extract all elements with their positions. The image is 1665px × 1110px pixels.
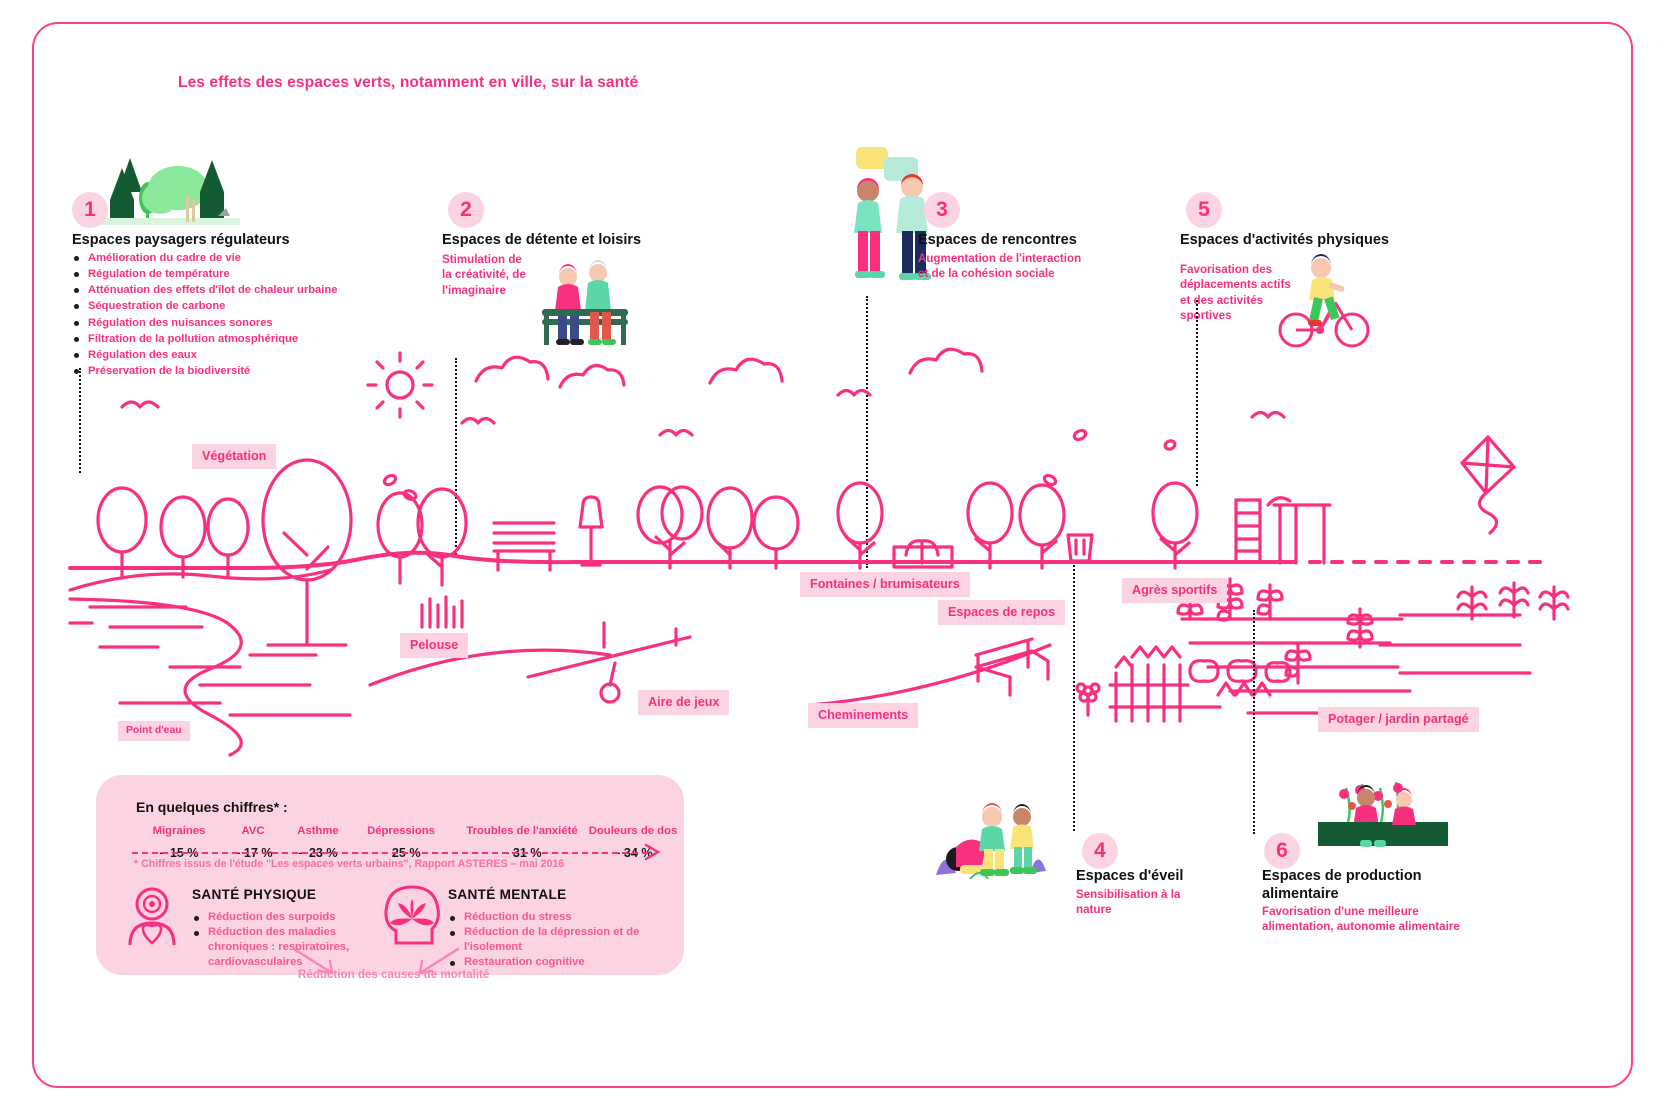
stat-label: Dépressions — [367, 825, 435, 837]
mental-health-bullets: Réduction du stress Réduction de la dépr… — [448, 910, 648, 970]
list-item: Régulation des eaux — [72, 347, 337, 363]
map-tag-vegetation[interactable]: Végétation — [192, 444, 277, 469]
stats-axis-line — [132, 852, 648, 854]
connector-line-5 — [1196, 300, 1198, 486]
map-tag-fontaines[interactable]: Fontaines / brumisateurs — [800, 572, 970, 597]
section-6-subtitle: Favorisation d'une meilleure alimentatio… — [1262, 905, 1460, 934]
connector-line-6 — [1253, 610, 1255, 834]
connector-line-4 — [1073, 565, 1075, 831]
list-item: Réduction du stress — [448, 910, 648, 925]
section-5-number: 5 — [1186, 192, 1222, 228]
map-tag-cheminements[interactable]: Cheminements — [808, 703, 919, 728]
two-people-talking-illustration — [840, 145, 950, 295]
stat-label: Troubles de l'anxiété — [466, 825, 578, 837]
arrow-down-left-icon — [418, 947, 460, 975]
children-nature-illustration — [930, 795, 1050, 885]
section-2-number: 2 — [448, 192, 484, 228]
section-1-number: 1 — [72, 192, 108, 228]
list-item: Préservation de la biodiversité — [72, 363, 337, 379]
stat-label: AVC — [241, 825, 265, 837]
stat-migraines: Migraines – 15 % — [132, 825, 226, 860]
mental-health-icon — [384, 885, 440, 945]
list-item: Régulation de température — [72, 266, 337, 282]
section-4-number: 4 — [1082, 833, 1118, 869]
page-border — [32, 22, 1633, 1088]
connector-line-1 — [79, 368, 81, 473]
physical-health-icon — [128, 887, 176, 946]
arrow-head-icon — [644, 843, 661, 861]
mental-health-heading: SANTÉ MENTALE — [448, 887, 567, 902]
section-3-number: 3 — [924, 192, 960, 228]
list-item: Réduction des maladies chroniques : resp… — [192, 925, 372, 970]
list-item: Atténuation des effets d'îlot de chaleur… — [72, 282, 337, 298]
stat-label: Asthme — [297, 825, 339, 837]
list-item: Régulation des nuisances sonores — [72, 315, 337, 331]
list-item: Séquestration de carbone — [72, 298, 337, 314]
section-3-title: Espaces de rencontres — [918, 232, 1077, 248]
stats-heading: En quelques chiffres* : — [136, 799, 288, 815]
bench-couple-illustration — [524, 255, 644, 350]
section-1-title: Espaces paysagers régulateurs — [72, 232, 290, 248]
list-item: Réduction de la dépression et de l'isole… — [448, 925, 648, 955]
section-2-subtitle: Stimulation de la créativité, de l'imagi… — [442, 253, 526, 297]
stat-label: Migraines — [152, 825, 206, 837]
physical-health-heading: SANTÉ PHYSIQUE — [192, 887, 317, 902]
physical-health-bullets: Réduction des surpoids Réduction des mal… — [192, 910, 372, 970]
section-1-bullets: Amélioration du cadre de vie Régulation … — [72, 250, 337, 379]
list-item: Restauration cognitive — [448, 955, 648, 970]
section-4-title: Espaces d'éveil — [1076, 868, 1184, 884]
stat-dos: Douleurs de dos – 34 % — [562, 825, 704, 860]
park-landscape-illustration — [68, 347, 1570, 757]
mortality-outcome-label: Réduction des causes de mortalité — [298, 968, 490, 981]
section-6-title: Espaces de production alimentaire — [1262, 868, 1422, 902]
section-5-title: Espaces d'activités physiques — [1180, 232, 1389, 248]
map-tag-aire-de-jeux[interactable]: Aire de jeux — [638, 690, 730, 715]
map-tag-potager[interactable]: Potager / jardin partagé — [1318, 707, 1479, 732]
connector-line-3 — [866, 296, 868, 568]
garden-people-illustration — [1318, 780, 1448, 850]
section-2-title: Espaces de détente et loisirs — [442, 232, 642, 248]
section-4-subtitle: Sensibilisation à la nature — [1076, 888, 1181, 917]
map-tag-agres-sportifs[interactable]: Agrès sportifs — [1122, 578, 1228, 603]
stat-avc: AVC – 17 % — [222, 825, 284, 860]
list-item: Réduction des surpoids — [192, 910, 372, 925]
map-tag-pelouse[interactable]: Pelouse — [400, 633, 469, 658]
stats-panel: En quelques chiffres* : Migraines – 15 %… — [96, 775, 684, 975]
connector-line-2 — [455, 358, 457, 558]
forest-illustration — [100, 140, 240, 225]
stats-footnote: * Chiffres issus de l'étude "Les espaces… — [134, 858, 565, 870]
section-3-subtitle: Augmentation de l'interaction et de la c… — [918, 252, 1082, 281]
list-item: Filtration de la pollution atmosphérique — [72, 331, 337, 347]
map-tag-point-deau[interactable]: Point d'eau — [118, 721, 190, 741]
page-title: Les effets des espaces verts, notamment … — [178, 74, 639, 91]
stat-asthme: Asthme – 23 % — [280, 825, 356, 860]
arrow-down-right-icon — [292, 947, 334, 975]
section-6-number: 6 — [1264, 833, 1300, 869]
map-tag-espaces-de-repos[interactable]: Espaces de repos — [938, 600, 1066, 625]
cyclist-illustration — [1278, 252, 1378, 352]
list-item: Amélioration du cadre de vie — [72, 250, 337, 266]
stat-label: Douleurs de dos — [588, 825, 678, 837]
section-5-subtitle: Favorisation des déplacements actifs et … — [1180, 263, 1291, 323]
